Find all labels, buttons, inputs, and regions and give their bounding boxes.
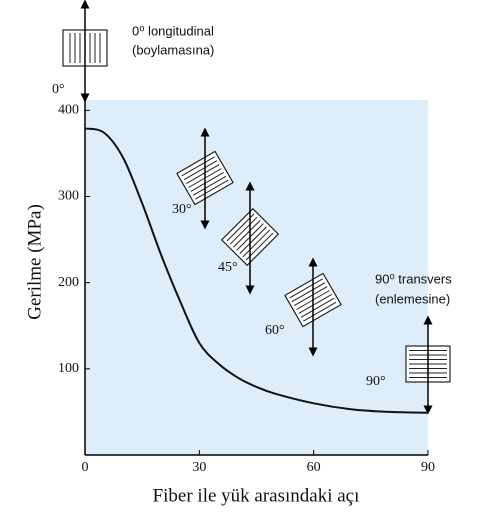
annotation: 30° — [172, 202, 192, 217]
annotation: 90⁰ transvers — [375, 271, 452, 286]
fiber — [192, 175, 227, 196]
annotation: 90° — [366, 374, 386, 389]
annotation: (boylamasına) — [132, 42, 214, 57]
x-tick-label: 30 — [192, 460, 206, 475]
annotation: (enlemesine) — [375, 291, 450, 306]
x-axis-label: Fiber ile yük arasındaki açı — [153, 485, 360, 506]
plot-area — [85, 100, 428, 455]
annotation: 0° — [52, 82, 65, 97]
x-tick-label: 60 — [307, 460, 321, 475]
annotation: 60° — [265, 323, 285, 338]
y-axis-label: Gerilme (MPa) — [24, 204, 45, 320]
x-tick-label: 0 — [82, 460, 89, 475]
annotation: 45° — [218, 260, 238, 275]
y-tick-label: 200 — [58, 275, 79, 290]
y-tick-label: 400 — [58, 103, 79, 118]
fiber — [300, 297, 335, 318]
x-tick-label: 90 — [421, 460, 435, 475]
curve — [84, 127, 429, 414]
y-tick-label: 300 — [58, 189, 79, 204]
annotation: 0⁰ longitudinal — [132, 23, 214, 38]
y-tick-label: 100 — [58, 361, 79, 376]
